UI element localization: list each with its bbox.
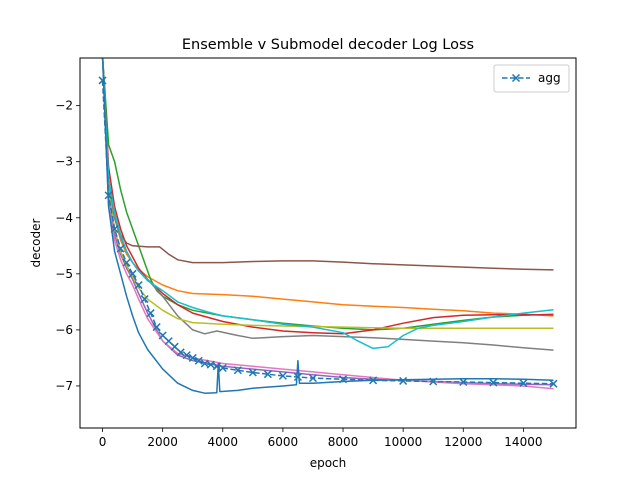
series-line-9 [101,58,554,350]
agg-marker [122,258,131,267]
plot-frame [79,57,577,429]
y-tick-label: −4 [55,211,73,225]
agg-marker [152,323,161,332]
legend-box [493,64,570,93]
x-tick-label: 4000 [208,435,239,449]
legend-agg-marker [511,73,521,83]
agg-marker [399,376,408,385]
x-tick-label: 0 [99,435,107,449]
agg-marker [182,351,191,360]
agg-marker [98,76,107,85]
x-tick-label: 8000 [328,435,359,449]
agg-marker [218,363,227,373]
agg-marker [429,377,438,386]
x-tick-label: 6000 [268,435,299,449]
agg-marker [308,374,318,383]
agg-marker [194,356,203,365]
agg-marker [338,375,348,384]
y-tick-label: −6 [55,323,73,337]
agg-marker [116,244,125,253]
x-tick-label: 12000 [444,435,482,449]
y-tick-label: −7 [55,379,73,393]
series-layer [98,58,558,394]
x-tick-label: 10000 [384,435,422,449]
y-tick-label: −2 [55,99,73,113]
agg-marker [134,281,143,290]
y-axis-label: decoder [29,218,43,267]
x-tick-label: 14000 [504,435,542,449]
series-line-1 [101,58,554,317]
x-axis-label: epoch [310,456,347,470]
agg-marker [140,295,149,304]
agg-marker [489,378,498,387]
agg-marker [233,366,242,375]
agg-marker [263,370,272,379]
legend-entry-agg: agg [538,71,561,85]
agg-marker [459,377,468,387]
agg-marker [128,269,137,278]
agg-marker [110,224,119,234]
agg-marker [293,372,302,382]
y-tick-label: −5 [55,267,73,281]
x-tick-label: 2000 [147,435,178,449]
agg-marker [212,362,221,371]
x-axis: 0 2000 4000 6000 8000 10000 12000 14000 [99,428,542,449]
series-line-0 [101,80,554,385]
agg-marker [176,348,185,357]
series-line-5 [101,58,554,271]
agg-marker [278,371,287,380]
series-line-6 [101,58,554,390]
agg-marker [104,191,113,200]
agg-marker [369,376,378,385]
agg-marker [146,309,155,318]
series-line-2 [101,58,554,331]
agg-marker [188,353,197,362]
agg-marker [549,379,558,388]
agg-marker [519,379,528,388]
agg-marker [206,360,215,369]
y-axis: −2 −3 −4 −5 −6 −7 [55,99,80,393]
legend: agg [493,64,570,93]
agg-marker [200,359,209,368]
agg-marker [248,368,257,377]
chart-title: Ensemble v Submodel decoder Log Loss [182,37,474,53]
y-tick-label: −3 [55,155,73,169]
series-line-10 [101,58,554,394]
